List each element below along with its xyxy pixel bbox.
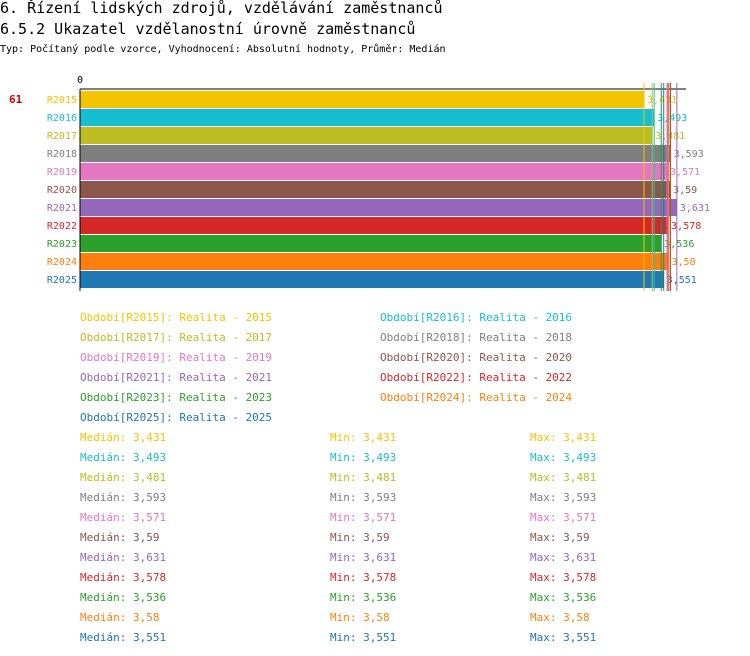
legend-item-R2016: Období[R2016]: Realita - 2016	[380, 311, 573, 324]
stat-median-R2023: Medián: 3,536	[80, 591, 167, 604]
row-marker: 61	[9, 93, 23, 106]
value-label-R2015: 3,431	[647, 95, 677, 106]
bar-chart: 0R20153,431R20163,493R20173,481R20183,59…	[9, 75, 710, 291]
stat-min-R2021: Min: 3,631	[330, 551, 397, 564]
legend-item-R2022: Období[R2022]: Realita - 2022	[380, 371, 573, 384]
legend-item-R2019: Období[R2019]: Realita - 2019	[80, 351, 273, 364]
legend-item-R2023: Období[R2023]: Realita - 2023	[80, 391, 273, 404]
value-label-R2023: 3,536	[664, 239, 694, 250]
stat-max-R2018: Max: 3,593	[530, 491, 597, 504]
stat-median-R2016: Medián: 3,493	[80, 451, 167, 464]
stat-min-R2022: Min: 3,578	[330, 571, 397, 584]
bar-R2017	[80, 127, 653, 144]
legend-item-R2018: Období[R2018]: Realita - 2018	[380, 331, 573, 344]
category-label-R2023: R2023	[47, 239, 77, 250]
chart-title: 6.5.2 Ukazatel vzdělanostní úrovně zaměs…	[0, 20, 416, 38]
category-label-R2024: R2024	[47, 257, 77, 268]
stat-median-R2024: Medián: 3,58	[80, 611, 160, 624]
bar-R2020	[80, 181, 671, 198]
stat-max-R2021: Max: 3,631	[530, 551, 597, 564]
bar-R2025	[80, 271, 664, 288]
bar-R2021	[80, 199, 677, 216]
page-title: 6. Řízení lidských zdrojů, vzdělávání za…	[0, 0, 443, 17]
stat-max-R2017: Max: 3,481	[530, 471, 597, 484]
legend-item-R2017: Období[R2017]: Realita - 2017	[80, 331, 273, 344]
stat-median-R2022: Medián: 3,578	[80, 571, 167, 584]
stat-min-R2016: Min: 3,493	[330, 451, 397, 464]
category-label-R2022: R2022	[47, 221, 77, 232]
category-label-R2017: R2017	[47, 131, 77, 142]
stat-median-R2019: Medián: 3,571	[80, 511, 167, 524]
stat-min-R2023: Min: 3,536	[330, 591, 397, 604]
value-label-R2019: 3,571	[670, 167, 700, 178]
category-label-R2020: R2020	[47, 185, 77, 196]
stat-median-R2018: Medián: 3,593	[80, 491, 167, 504]
stat-max-R2024: Max: 3,58	[530, 611, 590, 624]
value-label-R2020: 3,59	[673, 185, 697, 196]
stat-median-R2025: Medián: 3,551	[80, 631, 167, 644]
bar-R2022	[80, 217, 669, 234]
legend-item-R2025: Období[R2025]: Realita - 2025	[80, 411, 273, 424]
bar-R2016	[80, 109, 655, 126]
value-label-R2022: 3,578	[671, 221, 701, 232]
bar-R2019	[80, 163, 668, 180]
stat-min-R2018: Min: 3,593	[330, 491, 397, 504]
stat-max-R2015: Max: 3,431	[530, 431, 597, 444]
value-label-R2025: 3,551	[667, 275, 697, 286]
bar-R2024	[80, 253, 669, 270]
legend-item-R2021: Období[R2021]: Realita - 2021	[80, 371, 273, 384]
stat-min-R2024: Min: 3,58	[330, 611, 390, 624]
category-label-R2015: R2015	[47, 95, 77, 106]
value-label-R2021: 3,631	[680, 203, 710, 214]
stat-min-R2020: Min: 3,59	[330, 531, 390, 544]
category-label-R2019: R2019	[47, 167, 77, 178]
stat-max-R2020: Max: 3,59	[530, 531, 590, 544]
category-label-R2021: R2021	[47, 203, 77, 214]
bar-R2018	[80, 145, 671, 162]
stat-max-R2025: Max: 3,551	[530, 631, 597, 644]
legend-item-R2020: Období[R2020]: Realita - 2020	[380, 351, 573, 364]
bar-R2015	[80, 91, 644, 108]
legend-item-R2015: Období[R2015]: Realita - 2015	[80, 311, 273, 324]
category-label-R2025: R2025	[47, 275, 77, 286]
stat-max-R2019: Max: 3,571	[530, 511, 597, 524]
stat-min-R2019: Min: 3,571	[330, 511, 397, 524]
value-label-R2018: 3,593	[674, 149, 704, 160]
chart-meta: Typ: Počítaný podle vzorce, Vyhodnocení:…	[0, 44, 446, 55]
legend-item-R2024: Období[R2024]: Realita - 2024	[380, 391, 573, 404]
axis-zero-label: 0	[77, 75, 83, 86]
stat-max-R2023: Max: 3,536	[530, 591, 597, 604]
stat-min-R2025: Min: 3,551	[330, 631, 397, 644]
value-label-R2024: 3,58	[671, 257, 695, 268]
stat-median-R2021: Medián: 3,631	[80, 551, 167, 564]
stat-max-R2022: Max: 3,578	[530, 571, 597, 584]
stat-median-R2015: Medián: 3,431	[80, 431, 167, 444]
stat-min-R2015: Min: 3,431	[330, 431, 397, 444]
stat-min-R2017: Min: 3,481	[330, 471, 397, 484]
stat-max-R2016: Max: 3,493	[530, 451, 597, 464]
stat-median-R2017: Medián: 3,481	[80, 471, 167, 484]
category-label-R2018: R2018	[47, 149, 77, 160]
category-label-R2016: R2016	[47, 113, 77, 124]
stat-median-R2020: Medián: 3,59	[80, 531, 160, 544]
bar-R2023	[80, 235, 662, 252]
value-label-R2016: 3,493	[657, 113, 687, 124]
